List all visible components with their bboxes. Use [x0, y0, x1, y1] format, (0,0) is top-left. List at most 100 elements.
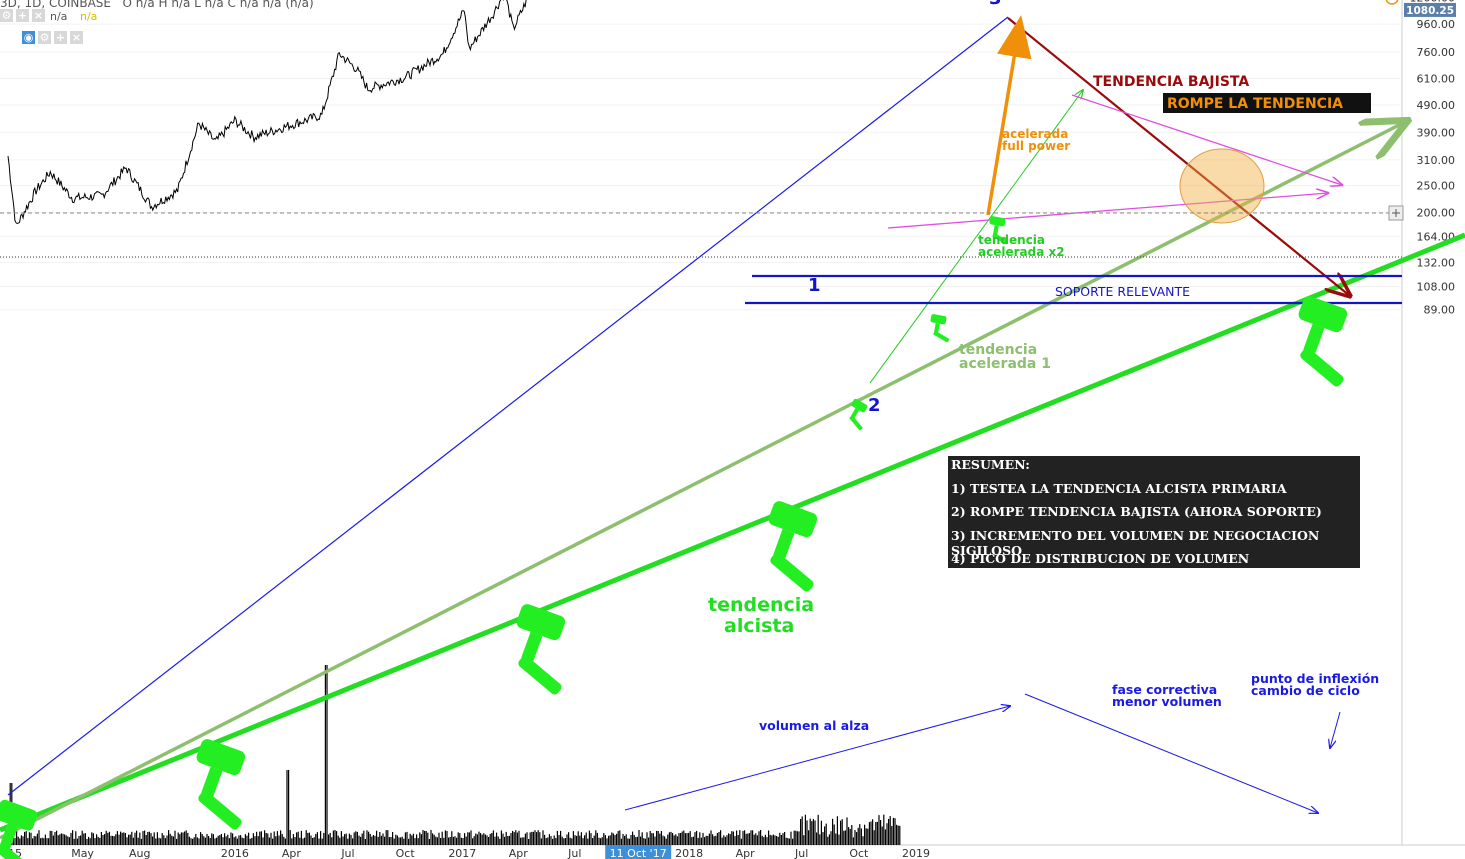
volume-bar — [598, 837, 600, 845]
settings-icon[interactable]: ⚙ — [0, 9, 13, 22]
volume-bar — [334, 830, 336, 845]
add-alert-icon[interactable] — [1388, 205, 1404, 221]
summary-item: 2) ROMPE TENDENCIA BAJISTA (AHORA SOPORT… — [951, 504, 1322, 519]
volume-bar — [110, 835, 112, 845]
volume-bar — [356, 831, 358, 845]
volume-bar — [636, 836, 638, 845]
volume-bar — [593, 835, 595, 845]
volume-bar — [512, 830, 514, 845]
settings-icon[interactable] — [1385, 0, 1399, 5]
x-tick-label: Oct — [849, 847, 869, 859]
triangle-top — [1071, 94, 1342, 185]
volume-bar — [65, 835, 67, 845]
volume-bar — [427, 832, 429, 845]
volume-bar — [352, 838, 354, 845]
volume-bar — [347, 838, 349, 845]
volume-bar — [44, 834, 46, 845]
eye-icon[interactable]: ◉ — [22, 31, 35, 44]
volume-bar — [161, 833, 163, 845]
volume-bar — [252, 833, 254, 845]
volume-bar — [112, 835, 114, 845]
volume-bar — [353, 832, 355, 845]
volume-bar — [411, 835, 413, 845]
volume-bar — [534, 830, 536, 845]
volume-bar — [612, 833, 614, 845]
volume-bar — [67, 836, 69, 845]
volume-bar — [745, 833, 747, 845]
volume-bar — [312, 838, 314, 845]
volume-bar — [896, 824, 898, 845]
volume-bar — [796, 831, 798, 845]
volume-bar — [782, 833, 784, 845]
volume-bar — [51, 831, 53, 845]
volume-bar — [724, 836, 726, 845]
volume-bar — [150, 833, 152, 845]
volume-bar — [744, 830, 746, 845]
volume-bar — [672, 833, 674, 845]
volume-bar — [601, 837, 603, 845]
volume-bar — [288, 770, 290, 845]
volume-bar — [528, 839, 530, 845]
settings-icon[interactable]: ⚙ — [38, 31, 51, 44]
volume-bar — [705, 835, 707, 845]
volume-bar — [371, 836, 373, 845]
add-icon[interactable]: + — [16, 9, 29, 22]
volume-bar — [24, 831, 26, 845]
volume-bar — [608, 835, 610, 845]
volume-bar — [166, 835, 168, 845]
volume-bar — [49, 830, 51, 845]
y-tick-label: 164.00 — [1417, 230, 1456, 243]
volume-bar — [675, 834, 677, 845]
add-icon[interactable]: + — [54, 31, 67, 44]
volume-bar — [755, 833, 757, 845]
volume-bar — [403, 838, 405, 845]
volume-bar — [168, 830, 170, 845]
volume-bar — [886, 823, 888, 845]
volume-bar — [633, 835, 635, 845]
volume-bar — [740, 838, 742, 845]
volume-bar — [859, 824, 861, 845]
volume-bar — [408, 838, 410, 846]
volume-bar — [201, 834, 203, 845]
volume-bar — [208, 836, 210, 845]
volume-bar — [265, 833, 267, 845]
volume-bar — [838, 834, 840, 845]
volume-bar — [81, 830, 83, 845]
volume-bar — [270, 832, 272, 845]
close-icon[interactable]: × — [32, 9, 45, 22]
indicator-value-b: n/a — [80, 10, 98, 23]
full-power-arrow — [986, 15, 1032, 216]
label-acelerada-x2: acelerada x2 — [978, 245, 1065, 259]
volume-bar — [163, 835, 165, 845]
volume-bar — [438, 832, 440, 845]
volume-bar — [472, 838, 474, 845]
volume-bar — [478, 831, 480, 845]
volume-bar — [772, 834, 774, 845]
volume-bar — [211, 833, 213, 845]
volume-bar — [849, 828, 851, 845]
volume-bar — [158, 837, 160, 845]
close-icon[interactable]: × — [70, 31, 83, 44]
volume-bar — [883, 814, 885, 845]
volume-bar — [644, 838, 646, 845]
volume-bar — [88, 836, 90, 845]
volume-bar — [502, 833, 504, 845]
primary-trendline — [0, 232, 1465, 833]
y-tick-label: 490.00 — [1417, 99, 1456, 112]
volume-bar — [806, 820, 808, 845]
volume-bar — [452, 836, 454, 845]
label-acelerada: acelerada — [1002, 127, 1068, 141]
volume-bar — [654, 836, 656, 845]
volume-bar — [726, 835, 728, 845]
volume-bar — [894, 818, 896, 845]
volume-bar — [577, 831, 579, 845]
volume-bar — [622, 834, 624, 845]
volume-bar — [702, 832, 704, 845]
volume-bar — [19, 838, 21, 845]
volume-bar — [331, 837, 333, 845]
volume-bar — [526, 832, 528, 845]
label-soporte-relevante: SOPORTE RELEVANTE — [1055, 284, 1190, 299]
volume-bar — [414, 838, 416, 845]
volume-bar — [544, 834, 546, 845]
